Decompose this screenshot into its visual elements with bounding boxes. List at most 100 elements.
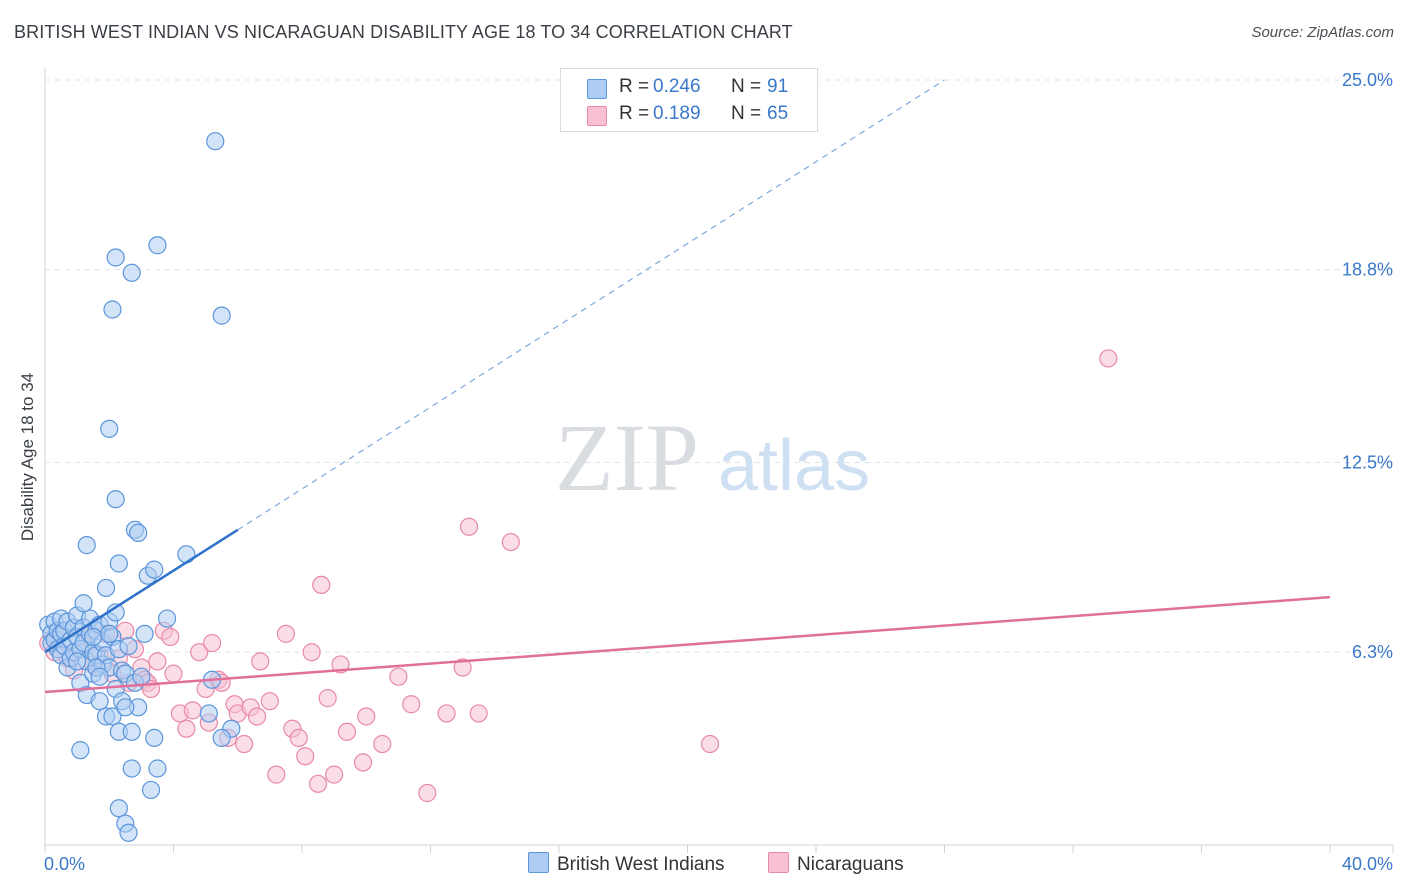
y-axis-label: Disability Age 18 to 34 [18,372,37,542]
nicaraguan-point [308,774,328,793]
legend-n-value: 91 [767,76,789,97]
nicaraguan-point [312,575,331,595]
nicaraguan-point [325,765,344,784]
y-tick-label: 25.0% [1342,70,1393,90]
british-west-indian-point [122,759,141,778]
british-west-indian-point [157,609,177,628]
trend-lines [44,79,1331,694]
nicaraguan-point [353,753,373,772]
british-west-indian-point [90,692,109,711]
nicaraguan-point [276,624,296,643]
watermark-zip: ZIP [555,404,699,511]
y-tick-label: 12.5% [1342,453,1393,473]
nicaraguan-point [202,633,222,653]
british-west-indian-point [77,536,96,555]
x-tick-label: 0.0% [44,854,85,874]
nicaraguan-point [418,783,437,803]
nicaraguan-point [437,704,456,723]
british-west-indian-point [132,667,151,686]
legend-r-value: 0.189 [653,103,701,124]
legend-n-label: N = [731,76,762,97]
british-west-indian-point [119,636,138,656]
british-west-indian-point [106,248,125,267]
nicaraguan-point [148,652,167,671]
british-west-indian-point [145,728,164,748]
legend-item-british-west-indians[interactable]: British West Indians [528,852,725,876]
watermark-atlas: atlas [718,426,870,506]
nicaraguan-point [459,517,479,536]
british-west-indian-point [135,624,154,643]
chart-title: BRITISH WEST INDIAN VS NICARAGUAN DISABI… [14,22,793,42]
nicaraguan-point [260,692,279,711]
nicaraguan-point [469,704,488,723]
legend-swatch-pink [587,106,607,126]
source-credit: Source: ZipAtlas.com [1251,24,1394,41]
british-west-indian-point [109,554,128,573]
british-west-indian-point [116,698,135,717]
nicaraguan-point [161,627,180,647]
nicaraguan-point [164,664,183,683]
legend-swatch-pink [768,852,789,873]
british-west-indian-point [212,728,231,748]
y-tick-label: 18.8% [1342,260,1393,280]
british-west-indian-point [68,652,87,671]
british-west-indian-point [122,263,141,282]
x-tick-label: 40.0% [1342,854,1393,874]
british-west-indian-point [84,627,103,647]
legend-swatch-blue [587,79,607,99]
nicaraguan-point [177,719,196,738]
british-west-indian-point [90,667,109,686]
nicaraguan-point [402,695,421,714]
nicaraguan-point [267,765,286,784]
british-west-indian-point [103,300,122,319]
legend-label: British West Indians [557,854,725,875]
nicaraguan-point [389,667,408,686]
nicaraguan-point [289,728,308,748]
watermark: ZIP atlas [555,404,870,511]
legend-r-value: 0.246 [653,76,701,97]
nicaraguan-point [357,707,376,726]
nicaraguan-point [700,734,720,754]
correlation-legend: R = 0.246 N = 91 R = 0.189 N = 65 [560,68,818,132]
british-west-indian-point [212,306,231,325]
british-west-indian-point [199,704,218,723]
british-west-indian-point [148,236,167,255]
british-west-indian-point [145,560,164,579]
nicaraguan-point [183,701,202,720]
legend-label: Nicaraguans [797,854,904,875]
nicaraguan-point [302,643,321,662]
legend-n-value: 65 [767,103,789,124]
british-west-indian-point [141,780,161,800]
nicaraguan-point [251,652,270,671]
british-west-indians-points [39,132,241,842]
legend-swatch-blue [528,852,549,873]
nicaraguan-point [337,722,357,741]
british-west-indian-point [96,578,116,598]
nicaraguan-point [190,643,209,662]
british-west-indian-point [106,490,125,509]
nicaraguan-point [235,734,254,754]
british-west-indian-point [74,594,93,613]
nicaraguan-point [373,734,392,754]
nicaraguan-point [318,689,337,708]
tick-labels: 6.3% 12.5% 18.8% 25.0% 0.0% 40.0% [44,70,1393,874]
british-west-indian-point [206,132,225,151]
british-west-indian-point [119,823,138,842]
british-west-indian-point [122,722,141,741]
british-west-indian-point [109,799,128,818]
british-west-indian-point [129,523,148,542]
legend-n-label: N = [731,103,762,124]
british-west-indian-point [177,545,196,564]
british-west-indians-trend-line [44,528,239,654]
axes [44,68,1394,853]
legend-r-label: R = [619,76,650,97]
grid-lines [45,79,1393,653]
legend-item-nicaraguans[interactable]: Nicaraguans [768,852,904,876]
nicaraguan-point [1099,349,1118,368]
british-west-indian-point [148,759,167,778]
nicaraguan-point [501,532,520,552]
nicaraguan-point [453,658,472,677]
nicaraguans-trend-line [44,595,1331,694]
y-tick-label: 6.3% [1352,642,1393,662]
